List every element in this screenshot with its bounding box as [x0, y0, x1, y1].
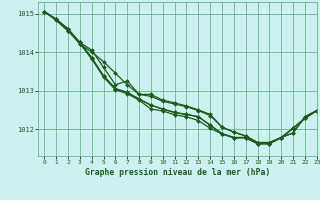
- X-axis label: Graphe pression niveau de la mer (hPa): Graphe pression niveau de la mer (hPa): [85, 168, 270, 177]
